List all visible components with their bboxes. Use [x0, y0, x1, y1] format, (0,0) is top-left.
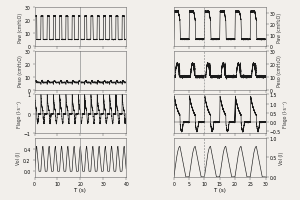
Y-axis label: Peso (cmH₂O): Peso (cmH₂O): [18, 55, 23, 87]
Y-axis label: Paw (cmH₂O): Paw (cmH₂O): [18, 12, 23, 42]
Y-axis label: Paw (cmH₂O): Paw (cmH₂O): [277, 12, 282, 42]
Y-axis label: Flago (l·s⁻¹): Flago (l·s⁻¹): [283, 101, 288, 128]
X-axis label: T (s): T (s): [74, 187, 86, 192]
Y-axis label: Flago (l·s⁻¹): Flago (l·s⁻¹): [17, 101, 22, 128]
X-axis label: T (s): T (s): [214, 187, 226, 192]
Y-axis label: Vol (l): Vol (l): [279, 151, 284, 164]
Y-axis label: Vol (l): Vol (l): [16, 151, 21, 164]
Y-axis label: Peso (cmH₂O): Peso (cmH₂O): [277, 55, 282, 87]
